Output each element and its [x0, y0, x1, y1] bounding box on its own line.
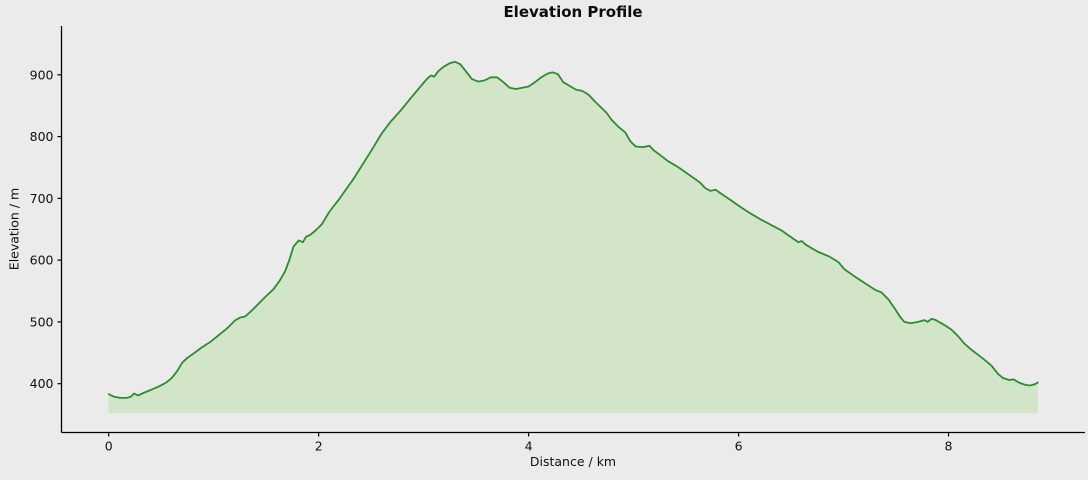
- x-axis-label: Distance / km: [529, 454, 617, 469]
- y-tick-label: 800: [30, 129, 54, 144]
- x-tick-label: 2: [315, 439, 323, 454]
- elevation-line: [107, 60, 1039, 399]
- x-tick-label: 0: [105, 439, 113, 454]
- x-tick-label: 4: [525, 439, 533, 454]
- y-tick-label: 600: [30, 253, 54, 268]
- axis-ticks: [57, 74, 950, 437]
- y-tick-label: 400: [30, 376, 54, 391]
- y-tick-label: 700: [30, 191, 54, 206]
- x-tick-label: 6: [735, 439, 743, 454]
- axes-spines: [60, 26, 1085, 434]
- y-tick-label: 900: [30, 67, 54, 82]
- y-tick-label: 500: [30, 314, 54, 329]
- elevation-area-fill: [108, 61, 1038, 414]
- chart-title: Elevation Profile: [503, 3, 643, 21]
- x-tick-label: 8: [945, 439, 953, 454]
- axis-tick-labels: 0 2 4 6 8 400 500 600 700 800 900: [30, 67, 953, 453]
- y-axis-label: Elevation / m: [6, 187, 22, 271]
